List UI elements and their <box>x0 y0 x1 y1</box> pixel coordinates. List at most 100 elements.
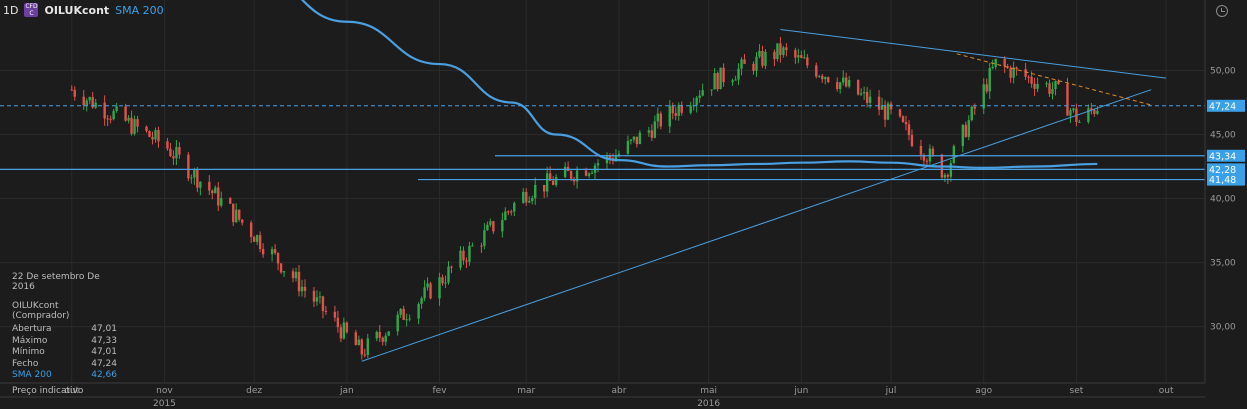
trendlines[interactable] <box>361 28 1167 362</box>
candle-body <box>426 283 429 288</box>
badge-line-2: C <box>29 10 34 17</box>
candle-body <box>1015 67 1018 70</box>
candle-body <box>363 354 366 356</box>
candle-body <box>300 286 304 292</box>
year-label: 2016 <box>697 399 720 409</box>
clock-icon[interactable] <box>1216 5 1228 17</box>
candle-body <box>1036 83 1039 89</box>
y-axis[interactable]: 50,00 45,00 40,00 35,00 30,00 47,24 43,34 42,28… <box>1204 0 1245 383</box>
candle-body <box>175 147 178 159</box>
trendline[interactable] <box>956 53 1152 106</box>
y-tick-label: 35,00 <box>1210 259 1236 269</box>
candle-body <box>815 65 818 77</box>
candle-body <box>925 160 929 162</box>
candle-body <box>178 147 181 155</box>
candle-body <box>282 271 286 273</box>
candle-body <box>970 106 973 121</box>
trendline[interactable] <box>780 28 1167 79</box>
price-tag <box>1207 149 1245 162</box>
info-row-label: Abertura <box>12 324 52 334</box>
candle-body <box>1072 108 1075 111</box>
candle-body <box>399 308 402 315</box>
month-label: abr <box>611 386 626 396</box>
candle-body <box>423 287 426 299</box>
candle-body <box>402 308 405 320</box>
candle-body <box>868 96 872 103</box>
price-tag-label: 47,24 <box>1209 101 1236 112</box>
candle-body <box>82 96 85 106</box>
price-tag <box>1207 173 1245 186</box>
candle-body <box>877 96 881 110</box>
candle-body <box>880 105 884 110</box>
candle-body <box>124 106 127 121</box>
candle-body <box>303 286 307 291</box>
candle-body <box>279 263 283 273</box>
candle-body <box>396 314 399 332</box>
candle-body <box>713 73 716 90</box>
candle-body <box>85 100 88 106</box>
candle-body <box>360 339 363 355</box>
price-tag-label: 42,28 <box>1209 165 1236 176</box>
month-label: ago <box>975 386 992 396</box>
candle-body <box>357 339 361 346</box>
candle-body <box>408 318 411 320</box>
candle-body <box>883 105 887 120</box>
candle-body <box>758 50 761 57</box>
candle-body <box>169 148 172 157</box>
candle-body <box>273 249 277 253</box>
candle-body <box>1054 80 1057 90</box>
x-axis[interactable]: out nov dez jan fev mar abr mai jun jul ago set out 2… <box>0 382 1205 409</box>
price-tag-label: 43,34 <box>1209 151 1236 162</box>
candle-body <box>839 82 842 90</box>
candle-body <box>946 175 950 177</box>
candle-body <box>836 81 839 90</box>
candle-body <box>818 76 821 78</box>
candle-body <box>931 148 935 155</box>
candle-body <box>752 63 755 71</box>
y-tick-label: 50,00 <box>1210 66 1236 76</box>
candle-body <box>886 103 890 120</box>
timeframe-label[interactable]: 1D <box>3 3 19 17</box>
candle-body <box>856 79 860 95</box>
candle-body <box>450 266 453 268</box>
candle-body <box>420 298 423 304</box>
candle-body <box>459 250 462 268</box>
candle-body <box>157 130 160 142</box>
horizontal-lines[interactable] <box>0 105 1205 181</box>
candle-body <box>779 43 782 56</box>
candle-body <box>187 154 190 179</box>
candle-body <box>238 209 241 220</box>
info-sma-label: SMA 200 <box>12 370 52 380</box>
candle-body <box>614 155 618 162</box>
candle-body <box>291 271 295 279</box>
candle-body <box>761 50 764 66</box>
y-tick-label: 45,00 <box>1210 130 1236 140</box>
info-sma-value: 42,66 <box>91 370 117 380</box>
candle-body <box>755 56 758 71</box>
candle-body <box>889 103 893 110</box>
candle-body <box>803 57 806 59</box>
candle-body <box>827 77 830 82</box>
candle-body <box>249 222 253 237</box>
candle-body <box>130 117 133 134</box>
candle-body <box>148 130 151 137</box>
candle-body <box>468 245 471 262</box>
candle-body <box>1024 69 1027 77</box>
candle-body <box>554 177 558 185</box>
info-title: OILUKcont (Comprador) <box>12 301 70 321</box>
candle-body <box>471 245 474 247</box>
info-row: Abertura 47,01 <box>12 324 117 336</box>
candle-body <box>973 106 976 109</box>
candle-body <box>91 97 94 108</box>
candle-body <box>489 221 492 225</box>
trendline[interactable] <box>361 89 1152 362</box>
symbol-label[interactable]: OILUKcont <box>44 3 110 17</box>
candle-body <box>220 198 223 206</box>
candle-body <box>824 77 827 80</box>
sma-200-line <box>300 0 1098 169</box>
candle-body <box>821 76 824 80</box>
indicator-label[interactable]: SMA 200 <box>115 3 164 17</box>
candle-body <box>217 187 220 206</box>
